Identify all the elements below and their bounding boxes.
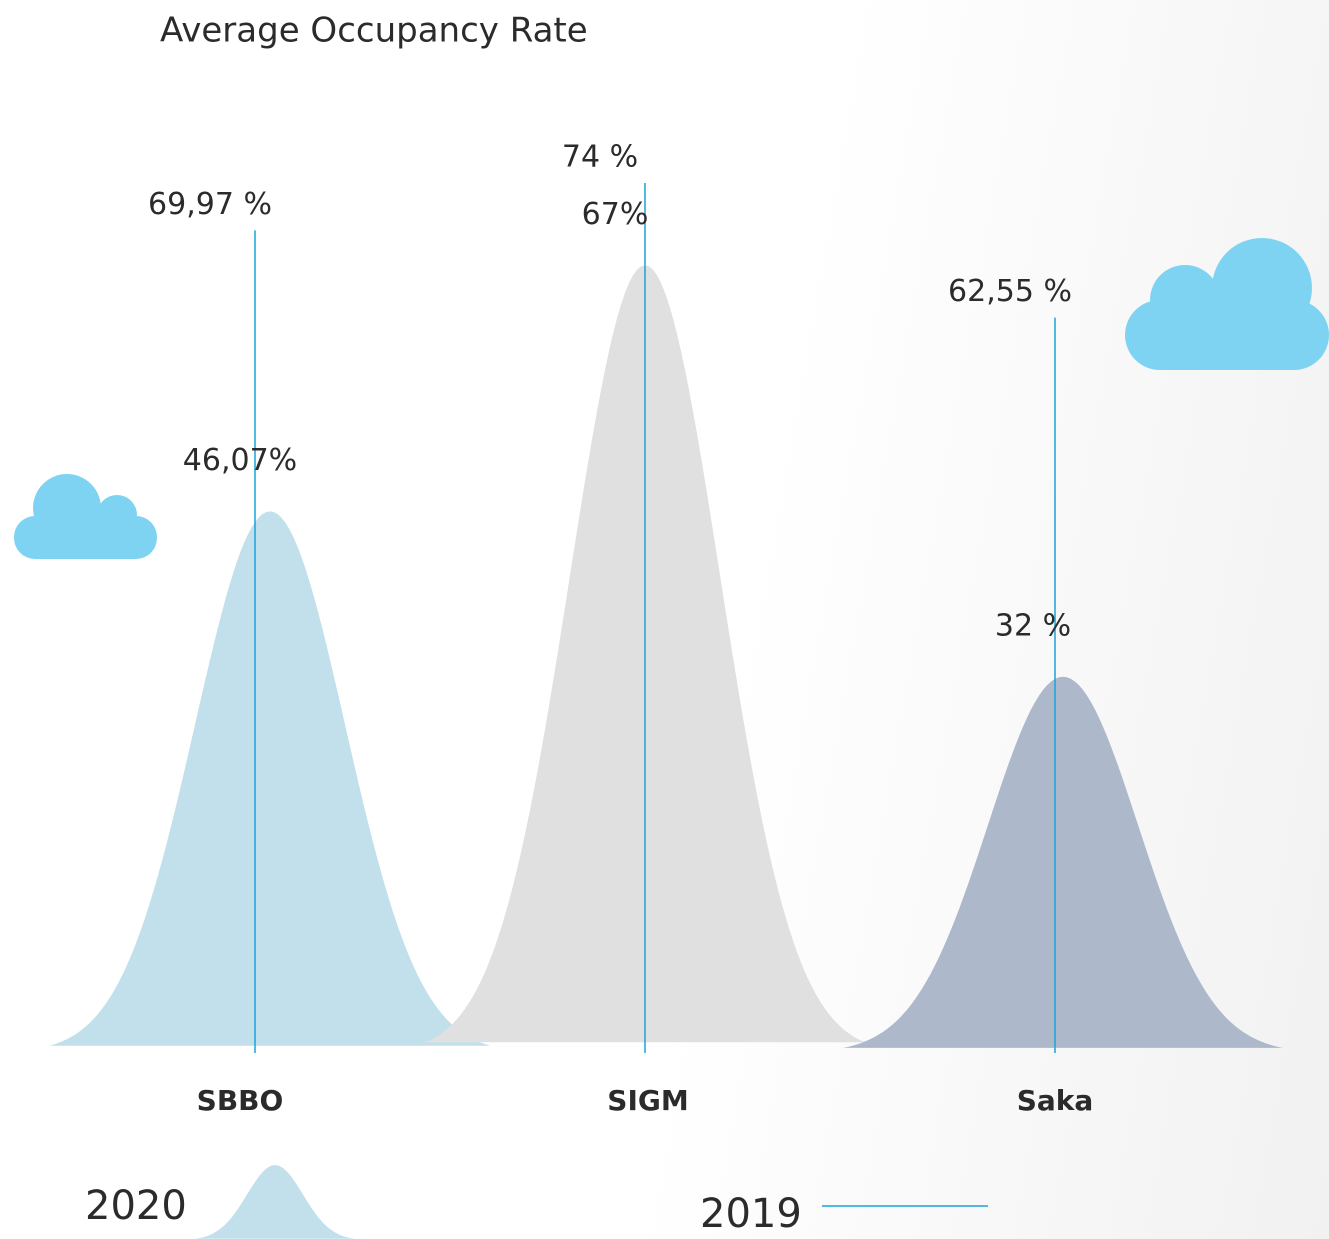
category-label: SIGM [607, 1084, 688, 1117]
value-label: 62,55 % [948, 274, 1072, 309]
value-label: 32 % [995, 608, 1071, 643]
value-label: 67% [582, 197, 649, 232]
bell [843, 676, 1283, 1048]
cloud [14, 474, 157, 559]
category-label: Saka [1017, 1084, 1094, 1117]
value-label: 69,97 % [148, 187, 272, 222]
chart-title: Average Occupancy Rate [160, 11, 588, 51]
cloud [1125, 238, 1329, 370]
legend-label: 2019 [700, 1191, 802, 1237]
value-label: 46,07% [183, 443, 297, 478]
value-label: 74 % [562, 140, 638, 175]
legend-label: 2020 [85, 1183, 187, 1229]
bell [50, 511, 490, 1046]
legend-swatch [195, 1165, 355, 1239]
category-label: SBBO [197, 1084, 284, 1117]
